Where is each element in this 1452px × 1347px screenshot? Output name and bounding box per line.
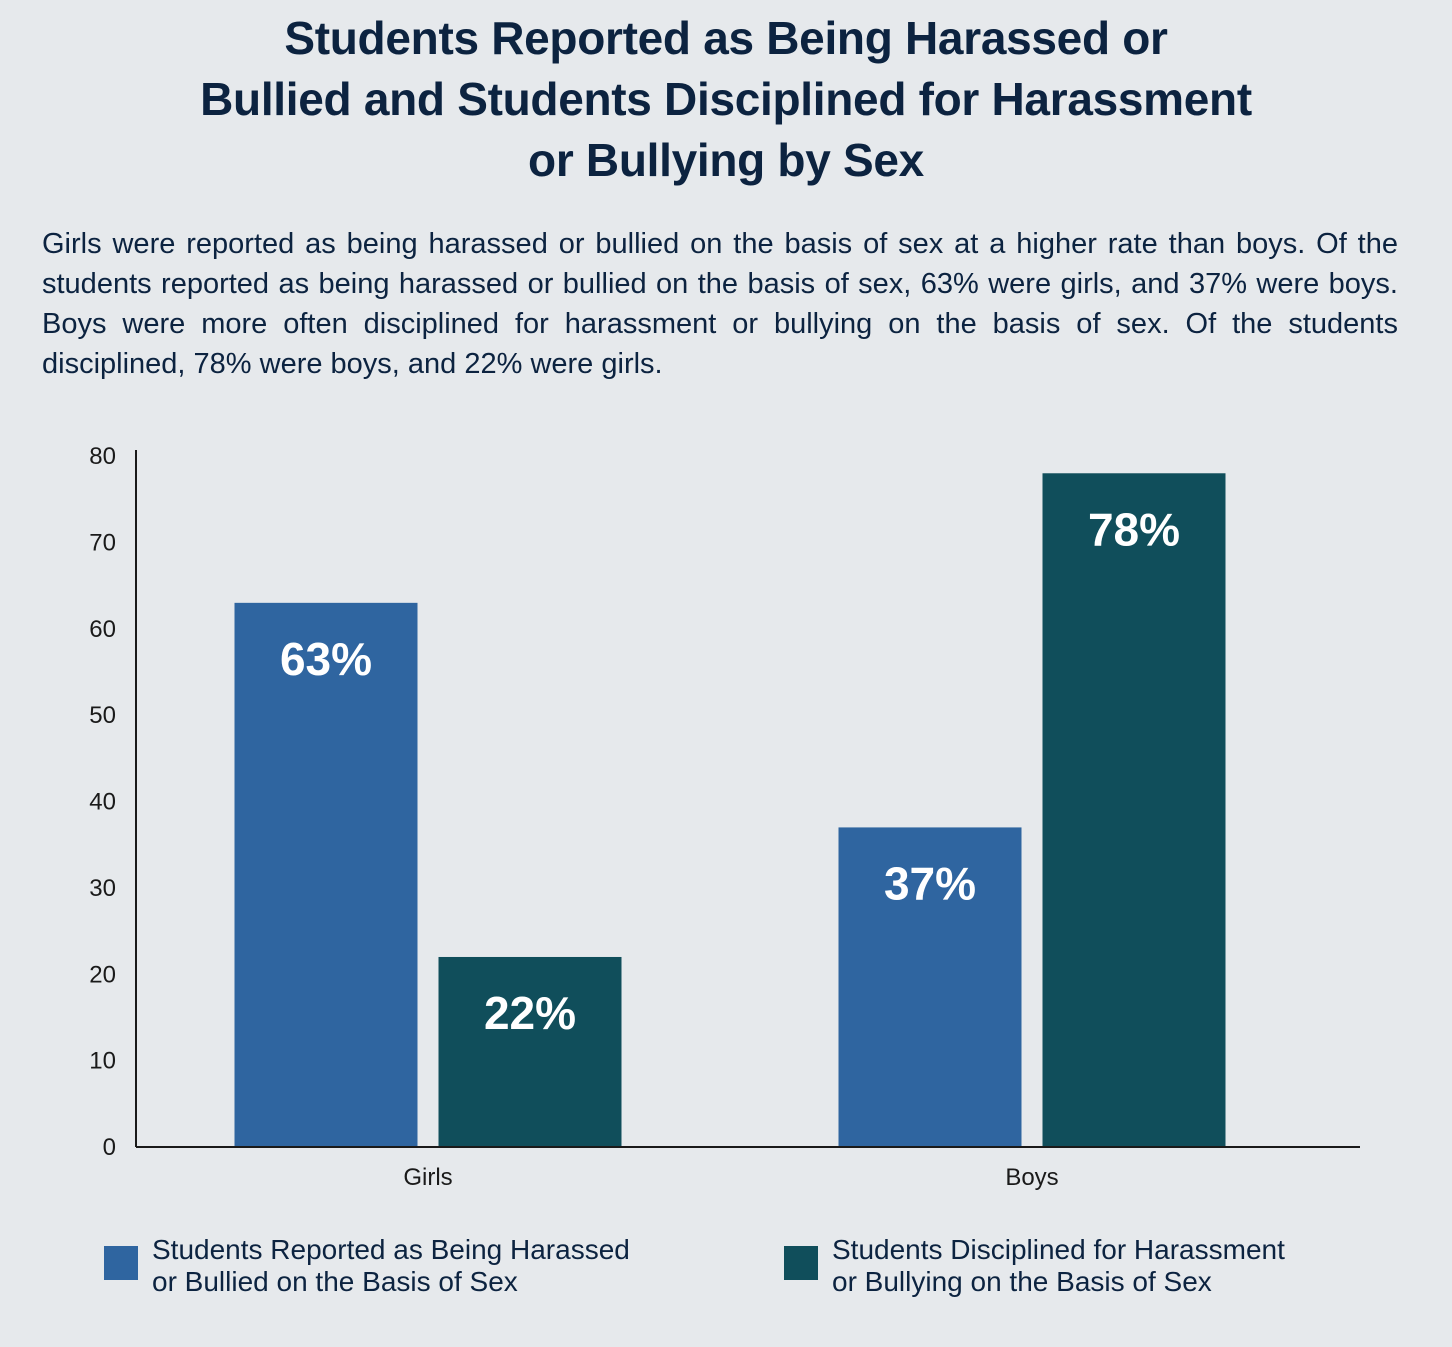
bars bbox=[234, 473, 1226, 1147]
bar-labels: 63% 22% 37% 78% bbox=[280, 503, 1180, 1039]
chart-title-line-1: Students Reported as Being Harassed or bbox=[284, 12, 1168, 64]
bar-reported-boys bbox=[838, 827, 1022, 1147]
y-tick-label-0: 0 bbox=[103, 1134, 116, 1161]
chart-description: Girls were reported as being harassed or… bbox=[42, 228, 1398, 380]
bar-label-reported-boys: 37% bbox=[884, 857, 976, 909]
x-category-label-girls: Girls bbox=[403, 1164, 452, 1191]
y-tick-label-40: 40 bbox=[89, 789, 116, 816]
bar-label-reported-girls: 63% bbox=[280, 633, 372, 685]
legend-swatch-disciplined bbox=[784, 1246, 818, 1280]
legend-item-reported: Students Reported as Being Harassed or B… bbox=[104, 1234, 630, 1298]
y-tick-label-70: 70 bbox=[89, 529, 116, 556]
legend-item-disciplined: Students Disciplined for Harassment or B… bbox=[784, 1234, 1285, 1298]
bar-label-disciplined-girls: 22% bbox=[484, 987, 576, 1039]
legend-label-reported-line-1: Students Reported as Being Harassed bbox=[152, 1234, 630, 1265]
legend-label-disciplined-line-1: Students Disciplined for Harassment bbox=[832, 1234, 1285, 1265]
x-axis-category-labels: Girls Boys bbox=[403, 1164, 1058, 1191]
bar-disciplined-boys bbox=[1042, 473, 1226, 1147]
bar-reported-girls bbox=[234, 602, 418, 1147]
y-tick-label-10: 10 bbox=[89, 1048, 116, 1075]
y-tick-label-50: 50 bbox=[89, 702, 116, 729]
bar-disciplined-girls bbox=[438, 956, 622, 1147]
y-tick-label-60: 60 bbox=[89, 616, 116, 643]
legend-label-reported-line-2: or Bullied on the Basis of Sex bbox=[152, 1266, 518, 1297]
legend-label-reported: Students Reported as Being Harassed or B… bbox=[152, 1234, 630, 1298]
bar-label-disciplined-boys: 78% bbox=[1088, 503, 1180, 555]
y-axis-ticks: 0 10 20 30 40 50 60 70 80 bbox=[89, 443, 116, 1161]
chart-title-line-3: or Bullying by Sex bbox=[528, 134, 924, 186]
x-category-label-boys: Boys bbox=[1005, 1164, 1058, 1191]
chart-title-line-2: Bullied and Students Disciplined for Har… bbox=[200, 73, 1252, 125]
chart-title: Students Reported as Being Harassed or B… bbox=[60, 8, 1392, 191]
y-tick-label-20: 20 bbox=[89, 961, 116, 988]
legend-label-disciplined: Students Disciplined for Harassment or B… bbox=[832, 1234, 1285, 1298]
y-tick-label-30: 30 bbox=[89, 875, 116, 902]
legend-swatch-reported bbox=[104, 1246, 138, 1280]
y-tick-label-80: 80 bbox=[89, 443, 116, 470]
legend-label-disciplined-line-2: or Bullying on the Basis of Sex bbox=[832, 1266, 1212, 1297]
